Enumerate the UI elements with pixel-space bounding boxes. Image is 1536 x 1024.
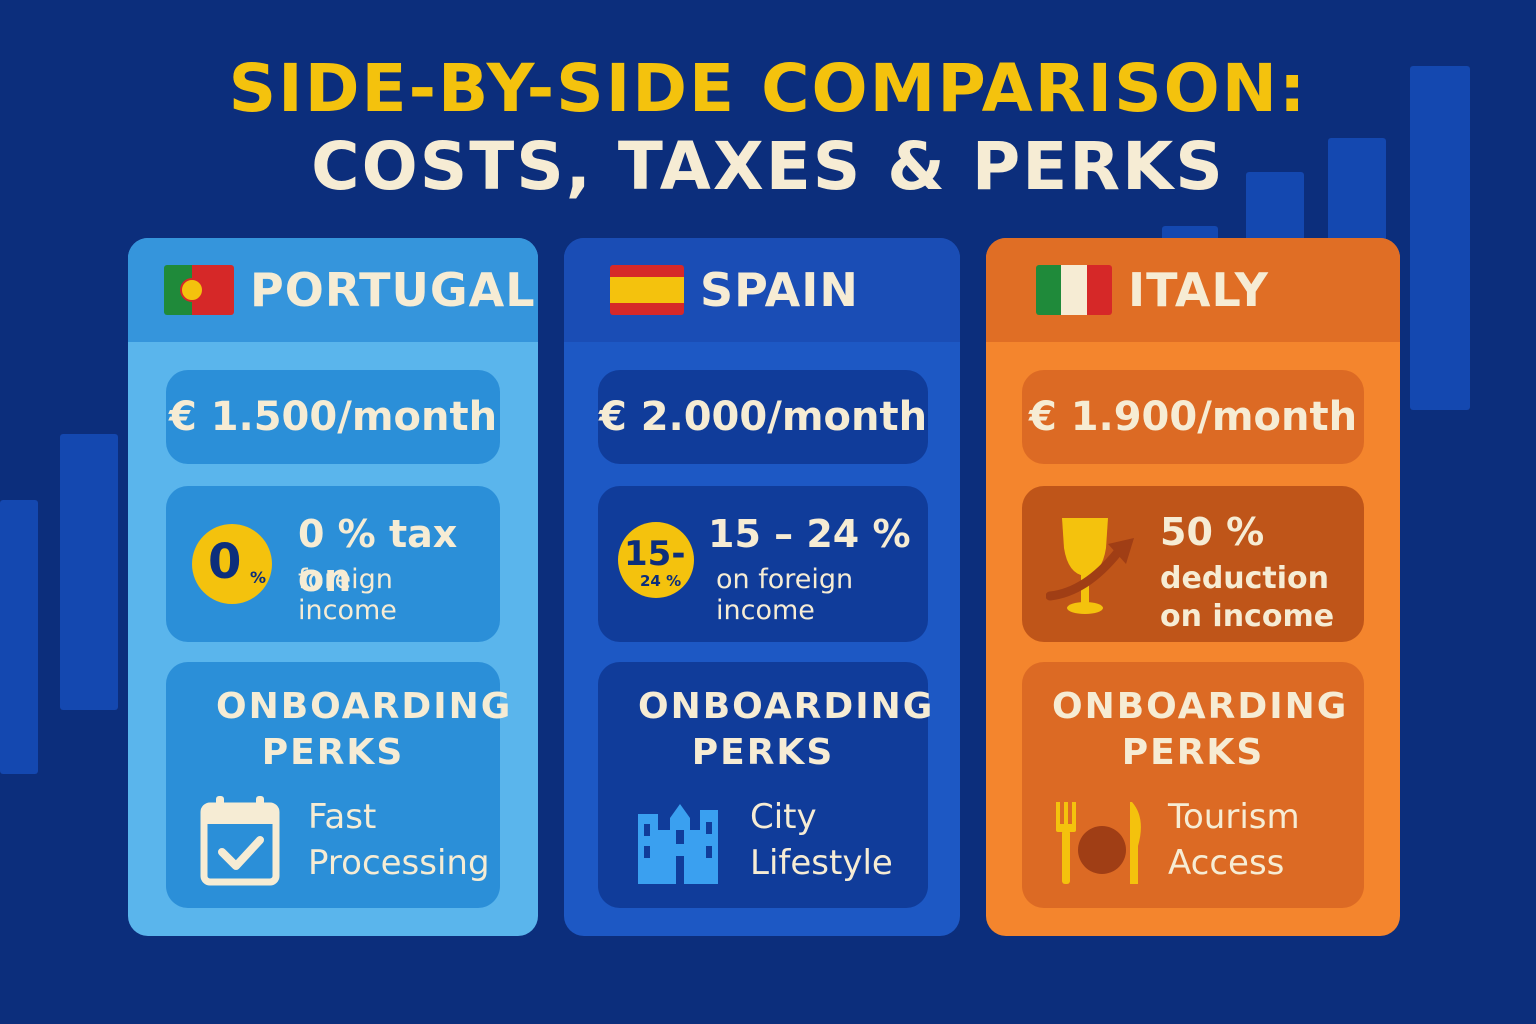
italy-flag <box>1036 265 1112 315</box>
perks-section: ONBOARDING PERKS Tourism Access <box>1022 662 1364 908</box>
card-italy: ITALY € 1.900/month 50 % deduction on in… <box>986 238 1400 936</box>
monthly-cost: € 2.000/month <box>598 370 928 464</box>
perk-line2: Processing <box>308 843 490 883</box>
tax-info: 15- 24 % 15 – 24 % on foreign income <box>598 486 928 642</box>
country-name: SPAIN <box>700 263 859 317</box>
perks-title: ONBOARDING PERKS <box>216 686 513 773</box>
fork-plate-knife-icon <box>1052 798 1146 890</box>
portugal-flag <box>164 265 234 315</box>
tax-description: deduction on income <box>1160 560 1334 636</box>
tax-description: on foreign income <box>716 564 854 626</box>
perk-line2: Lifestyle <box>750 843 893 883</box>
background-bar <box>60 434 118 710</box>
tax-info: 0 % 0 % tax on foreign income <box>166 486 500 642</box>
perks-section: ONBOARDING PERKS Fast Processing <box>166 662 513 908</box>
monthly-cost: € 1.900/month <box>1022 370 1364 464</box>
background-bar <box>0 500 38 774</box>
tax-badge: 0 % <box>192 524 272 604</box>
card-spain: SPAIN € 2.000/month 15- 24 % 15 – 24 % o… <box>564 238 960 936</box>
perk-line1: Fast <box>308 797 377 837</box>
perk-description: Tourism Access <box>1168 794 1300 886</box>
tax-badge-unit: % <box>250 568 267 587</box>
city-buildings-icon <box>636 800 720 888</box>
calendar-check-icon <box>200 794 280 890</box>
tax-description: foreign income <box>298 564 397 626</box>
perks-title: ONBOARDING PERKS <box>1052 686 1349 773</box>
tax-badge-value: 15- <box>624 534 686 574</box>
card-header: ITALY <box>986 238 1400 342</box>
perk-line1: Tourism <box>1168 797 1300 837</box>
tax-badge: 15- 24 % <box>618 522 694 598</box>
tax-rate: 0 % tax on <box>298 512 458 600</box>
country-name: ITALY <box>1128 263 1269 317</box>
page-title-line1: SIDE-BY-SIDE COMPARISON: <box>228 50 1308 127</box>
tax-badge-unit: 24 % <box>640 572 682 590</box>
tax-description-line1: deduction <box>1160 561 1330 596</box>
card-header: SPAIN <box>564 238 960 342</box>
perks-section: ONBOARDING PERKS City Lifestyle <box>598 662 935 908</box>
wine-glass-arrow-icon <box>1045 512 1142 626</box>
monthly-cost: € 1.500/month <box>166 370 500 464</box>
perk-description: Fast Processing <box>308 794 490 886</box>
perk-line2: Access <box>1168 843 1285 883</box>
page-title-line2: COSTS, TAXES & PERKS <box>311 128 1225 205</box>
perk-description: City Lifestyle <box>750 794 893 886</box>
card-header: PORTUGAL <box>128 238 538 342</box>
tax-rate: 50 % <box>1160 510 1265 554</box>
country-name: PORTUGAL <box>250 263 536 317</box>
card-portugal: PORTUGAL € 1.500/month 0 % 0 % tax on fo… <box>128 238 538 936</box>
background-bar <box>1410 66 1470 410</box>
tax-info: 50 % deduction on income <box>1022 486 1364 642</box>
tax-rate: 15 – 24 % <box>708 512 911 556</box>
background-bar <box>1328 138 1386 256</box>
spain-flag <box>610 265 684 315</box>
perks-title: ONBOARDING PERKS <box>638 686 935 773</box>
tax-badge-value: 0 <box>208 534 242 590</box>
perk-line1: City <box>750 797 817 837</box>
tax-description-line2: on income <box>1160 599 1335 634</box>
